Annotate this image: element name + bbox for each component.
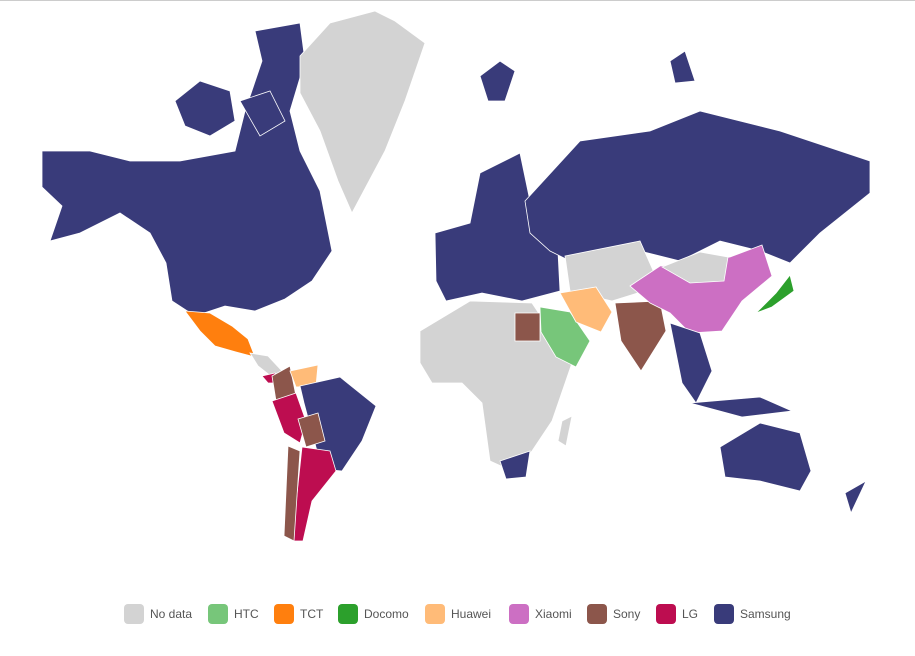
region (669, 322, 713, 404)
region (479, 60, 516, 102)
region (557, 415, 573, 447)
legend-label[interactable]: Samsung (740, 607, 791, 621)
region (689, 396, 794, 418)
legend-swatch[interactable] (274, 604, 294, 624)
legend-label[interactable]: Sony (613, 607, 640, 621)
legend-swatch[interactable] (208, 604, 228, 624)
region (299, 10, 426, 214)
legend-label[interactable]: HTC (234, 607, 259, 621)
region (283, 445, 301, 542)
legend-swatch[interactable] (714, 604, 734, 624)
legend-label[interactable]: LG (682, 607, 698, 621)
region (297, 412, 326, 448)
legend-label[interactable]: No data (150, 607, 192, 621)
region (41, 22, 333, 317)
legend-swatch[interactable] (124, 604, 144, 624)
region (184, 310, 256, 358)
region (661, 251, 729, 284)
region (299, 376, 377, 472)
region (291, 446, 337, 542)
legend-swatch[interactable] (509, 604, 529, 624)
legend-swatch[interactable] (338, 604, 358, 624)
legend-label[interactable]: Huawei (451, 607, 491, 621)
legend-swatch[interactable] (587, 604, 607, 624)
region (719, 422, 812, 492)
region (559, 286, 613, 333)
legend-label[interactable]: Xiaomi (535, 607, 572, 621)
region (539, 306, 591, 368)
region (514, 312, 541, 342)
region (669, 50, 696, 84)
legend-label[interactable]: Docomo (364, 607, 409, 621)
region (844, 480, 867, 515)
regions (41, 10, 871, 542)
region (174, 80, 236, 137)
legend-swatch[interactable] (656, 604, 676, 624)
legend: No data HTC TCT Docomo Huawei Xiaomi Sony LG Sam… (124, 604, 791, 624)
region (499, 450, 531, 480)
legend-swatch[interactable] (425, 604, 445, 624)
region (239, 90, 286, 137)
legend-label[interactable]: TCT (300, 607, 324, 621)
region (614, 300, 667, 372)
region (755, 274, 795, 314)
region (524, 110, 871, 264)
